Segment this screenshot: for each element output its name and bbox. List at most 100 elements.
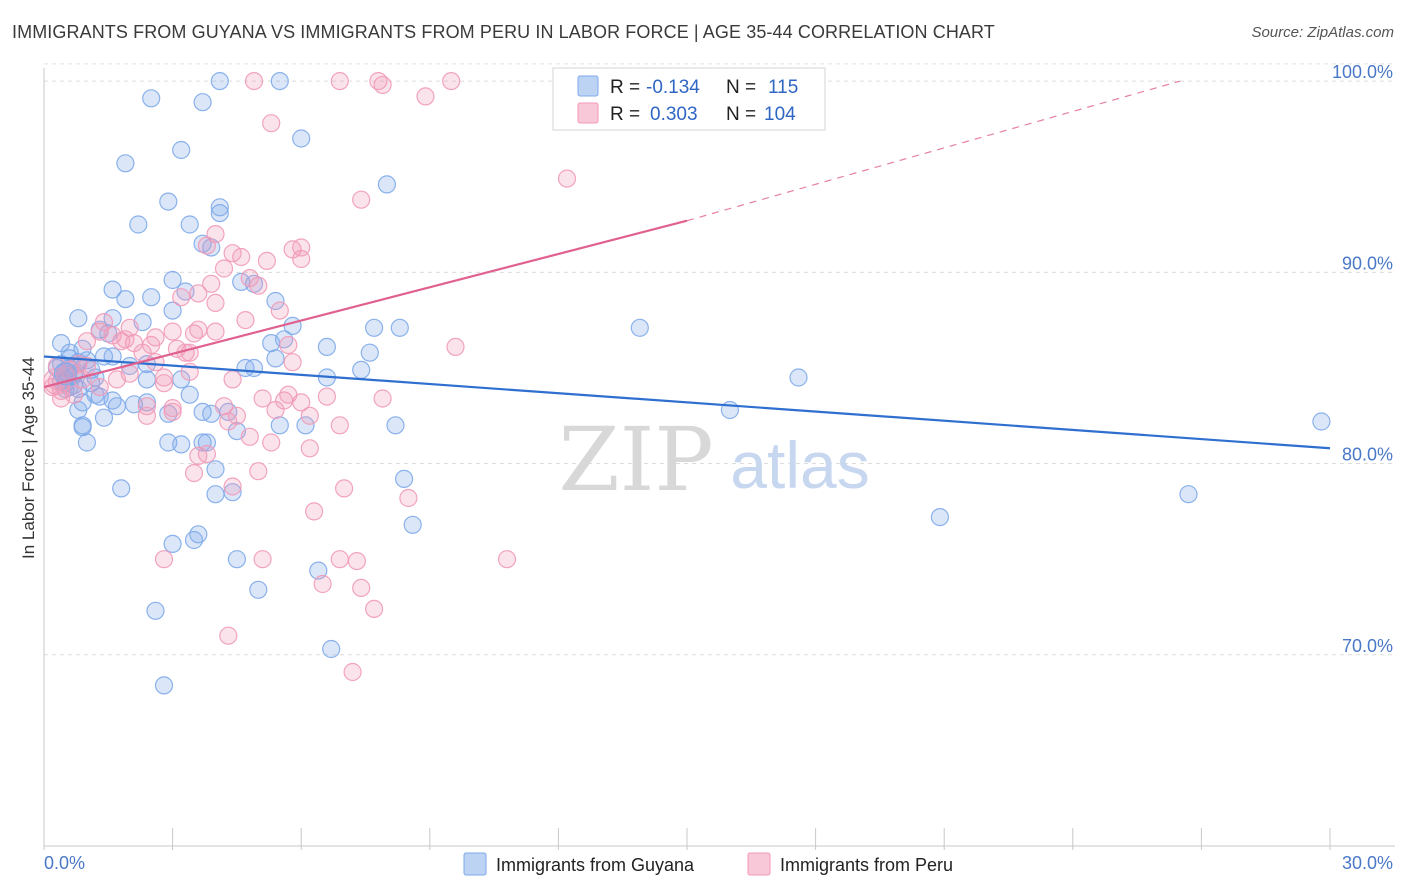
legend-r-label-peru: R =: [610, 104, 640, 125]
point-peru-42: [283, 353, 302, 372]
point-guyana-78: [206, 485, 225, 504]
point-guyana-47: [210, 71, 229, 91]
point-peru-77: [416, 87, 435, 106]
point-peru-23: [172, 288, 191, 307]
data-points: [43, 71, 1331, 695]
point-guyana-73: [172, 435, 191, 454]
trend-lines: [43, 80, 1331, 450]
point-guyana-95: [1179, 485, 1198, 504]
y-tick-label-100: 100.0%: [1332, 62, 1393, 82]
watermark-atlas: atlas: [730, 428, 869, 502]
x-tick-label-max: 30.0%: [1342, 853, 1393, 873]
point-guyana-49: [292, 129, 311, 148]
point-guyana-85: [227, 550, 246, 569]
point-guyana-20: [94, 408, 114, 427]
point-peru-10: [94, 313, 114, 332]
point-guyana-59: [352, 360, 371, 379]
bottom-legend: Immigrants from Guyana Immigrants from P…: [463, 852, 953, 876]
point-peru-56: [270, 301, 289, 320]
point-peru-76: [373, 75, 392, 95]
y-tick-label-70: 70.0%: [1342, 636, 1393, 656]
point-guyana-42: [210, 204, 229, 223]
chart-title: IMMIGRANTS FROM GUYANA VS IMMIGRANTS FRO…: [12, 22, 995, 42]
legend-r-label-guyana: R =: [610, 77, 640, 98]
point-peru-47: [317, 387, 336, 406]
point-peru-71: [557, 169, 577, 188]
point-peru-57: [279, 385, 298, 404]
point-peru-95: [120, 364, 139, 383]
point-peru-34: [223, 370, 242, 389]
point-peru-18: [154, 368, 174, 387]
point-guyana-90: [154, 676, 174, 695]
point-peru-58: [223, 477, 242, 496]
point-guyana-41: [210, 198, 229, 217]
point-guyana-88: [146, 601, 165, 620]
point-guyana-58: [360, 343, 379, 362]
point-peru-64: [253, 550, 272, 569]
point-guyana-33: [163, 301, 182, 320]
legend-n-label-guyana: N =: [726, 77, 756, 98]
point-peru-50: [347, 551, 366, 571]
point-peru-26: [206, 293, 225, 312]
bottom-legend-label-peru: Immigrants from Peru: [780, 855, 953, 875]
point-guyana-84: [163, 534, 182, 554]
point-peru-74: [330, 71, 349, 91]
point-guyana-76: [206, 460, 225, 479]
point-peru-72: [244, 71, 264, 91]
point-peru-89: [137, 406, 156, 425]
point-peru-73: [262, 114, 281, 133]
y-tick-label-80: 80.0%: [1342, 445, 1393, 465]
point-guyana-113: [244, 358, 264, 378]
bottom-legend-swatch-guyana: [463, 852, 487, 876]
point-guyana-79: [223, 483, 242, 502]
legend-box: R = -0.134 N = 115 R = 0.303 N = 104: [552, 67, 826, 131]
point-guyana-93: [789, 368, 808, 387]
legend-n-value-guyana: 115: [768, 77, 798, 98]
point-peru-70: [497, 550, 517, 569]
x-tick-label-min: 0.0%: [44, 853, 85, 873]
point-guyana-106: [137, 393, 156, 412]
point-guyana-71: [386, 416, 405, 435]
point-guyana-55: [317, 337, 336, 356]
point-peru-65: [219, 626, 238, 645]
bottom-legend-label-guyana: Immigrants from Guyana: [496, 855, 695, 875]
point-guyana-107: [94, 347, 114, 366]
point-peru-48: [330, 416, 349, 435]
point-peru-90: [90, 378, 109, 397]
point-peru-67: [330, 550, 349, 569]
point-peru-88: [137, 397, 156, 416]
point-peru-53: [373, 389, 392, 408]
legend-n-label-peru: N =: [726, 104, 756, 125]
point-guyana-36: [129, 215, 148, 234]
point-guyana-31: [116, 290, 135, 309]
point-guyana-66: [180, 385, 199, 404]
point-guyana-80: [112, 479, 131, 498]
point-peru-63: [154, 550, 174, 569]
point-guyana-50: [377, 175, 396, 194]
y-tick-label-90: 90.0%: [1342, 253, 1393, 273]
point-peru-62: [249, 462, 268, 481]
point-peru-46: [305, 502, 324, 521]
point-guyana-87: [249, 580, 268, 599]
point-guyana-43: [116, 154, 135, 173]
point-peru-96: [163, 399, 182, 418]
point-peru-84: [197, 236, 216, 255]
point-guyana-23: [77, 433, 97, 452]
point-guyana-38: [180, 215, 199, 234]
point-peru-91: [77, 356, 97, 376]
tick-labels: 70.0% 80.0% 90.0% 100.0% 0.0% 30.0%: [44, 62, 1393, 873]
point-peru-33: [236, 311, 255, 330]
point-guyana-53: [266, 291, 285, 311]
point-peru-68: [343, 662, 362, 682]
point-peru-61: [197, 444, 216, 464]
point-guyana-81: [403, 515, 422, 534]
point-peru-100: [112, 332, 131, 351]
watermark-zip: ZIP: [558, 408, 713, 511]
point-guyana-89: [322, 639, 341, 659]
point-peru-31: [249, 276, 268, 295]
point-guyana-86: [309, 561, 328, 580]
point-guyana-45: [142, 89, 161, 108]
point-peru-52: [365, 599, 384, 619]
point-peru-37: [240, 427, 259, 446]
point-peru-80: [352, 190, 371, 209]
